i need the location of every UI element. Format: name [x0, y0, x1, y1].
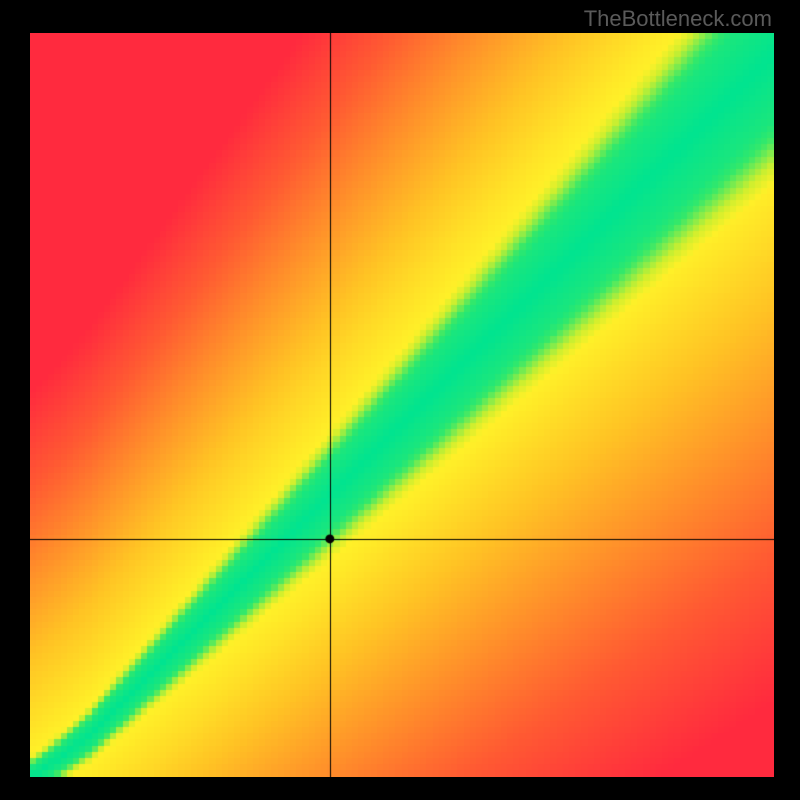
- watermark-text: TheBottleneck.com: [584, 6, 772, 32]
- bottleneck-heatmap: [30, 33, 774, 777]
